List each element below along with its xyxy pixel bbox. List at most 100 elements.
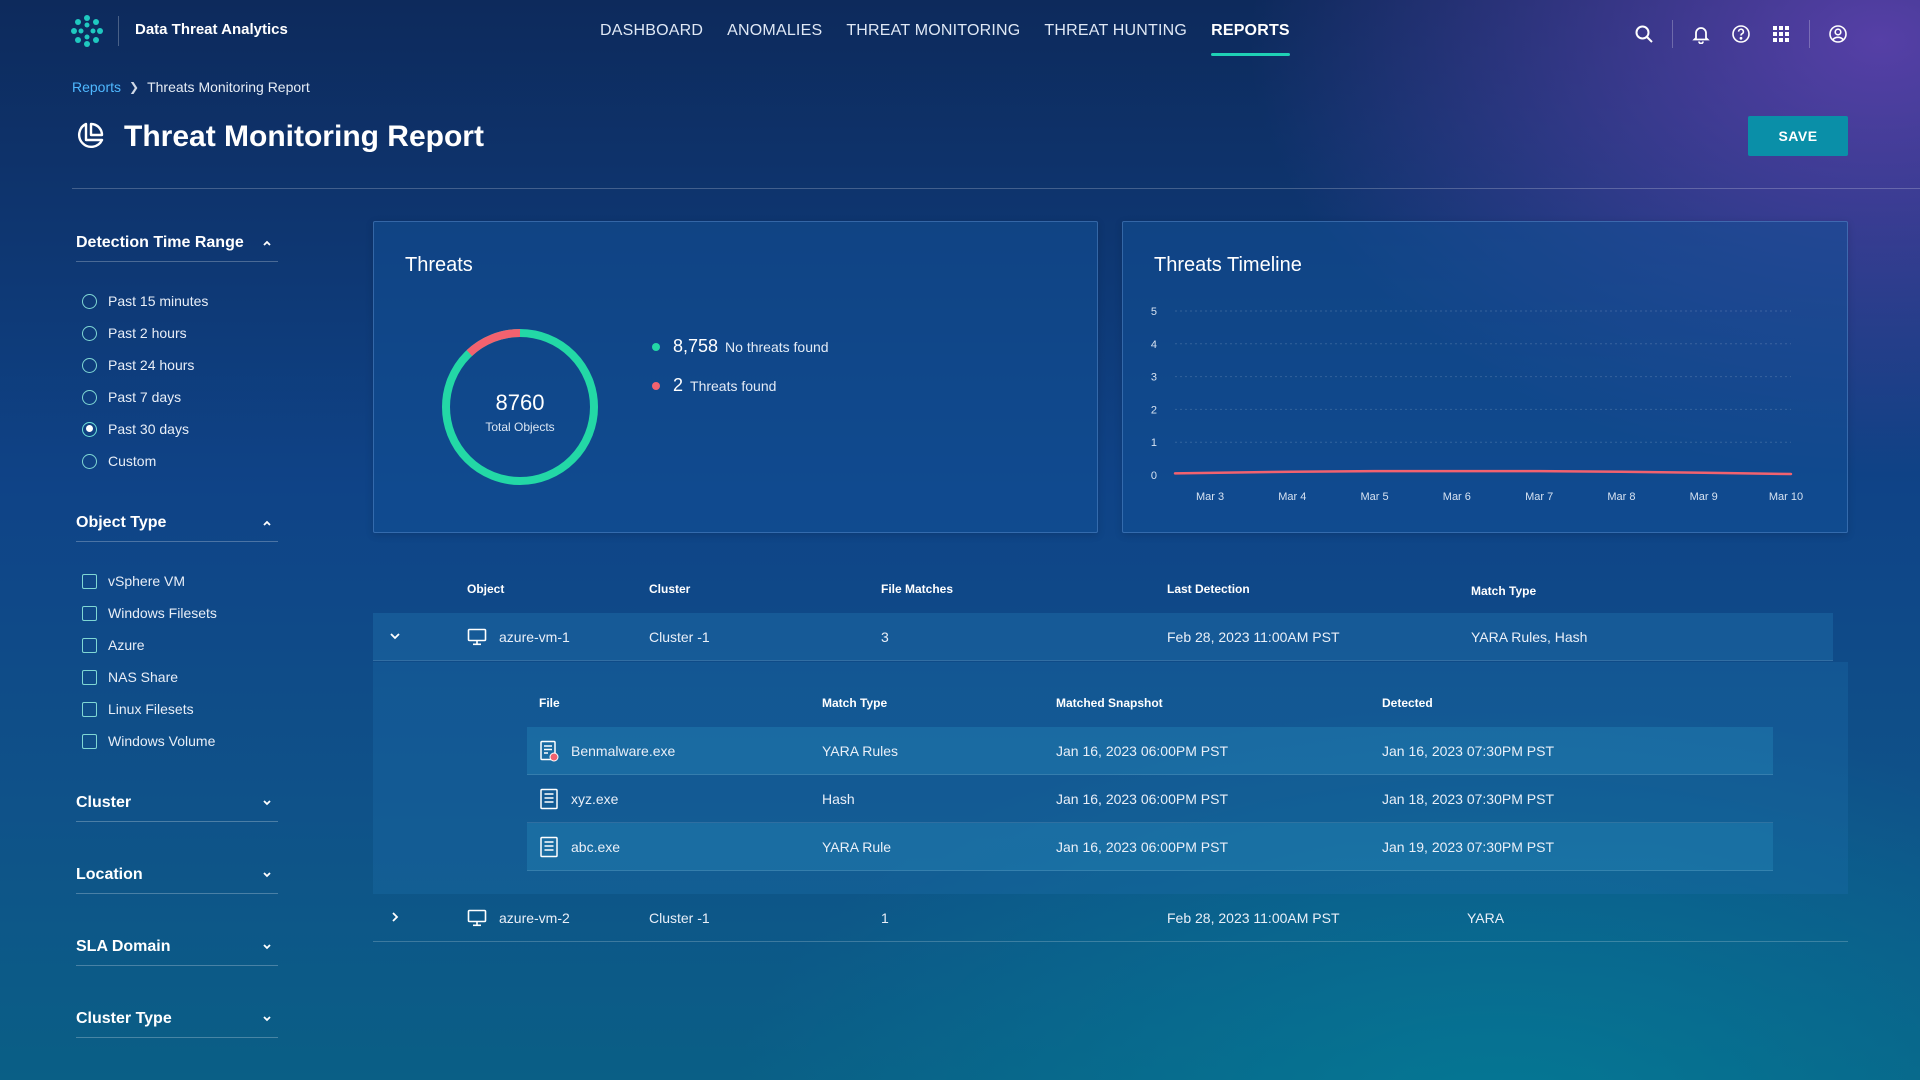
filter-label: Cluster Type bbox=[76, 1010, 172, 1027]
radio-button[interactable] bbox=[82, 389, 97, 405]
cell-object: azure-vm-1 bbox=[499, 629, 570, 645]
x-tick-label: Mar 8 bbox=[1607, 491, 1635, 503]
nav-anomalies[interactable]: ANOMALIES bbox=[727, 22, 823, 39]
checkbox-windows-filesets[interactable]: Windows Filesets bbox=[82, 603, 217, 623]
file-row[interactable]: Benmalware.exe YARA Rules Jan 16, 2023 0… bbox=[527, 727, 1773, 775]
table-row[interactable]: azure-vm-1 Cluster -1 3 Feb 28, 2023 11:… bbox=[373, 613, 1833, 661]
cell-last-detection: Feb 28, 2023 11:00AM PST bbox=[1167, 629, 1340, 645]
checkbox[interactable] bbox=[82, 573, 97, 589]
radio-past-2-hours[interactable]: Past 2 hours bbox=[82, 323, 187, 343]
monitor-icon bbox=[467, 909, 487, 927]
col-header-file-matches[interactable]: File Matches bbox=[881, 582, 954, 596]
checkbox-windows-volume[interactable]: Windows Volume bbox=[82, 731, 215, 751]
search-icon[interactable] bbox=[1632, 22, 1656, 46]
y-tick-label: 2 bbox=[1151, 404, 1157, 416]
help-icon[interactable] bbox=[1729, 22, 1753, 46]
checkbox-vsphere-vm[interactable]: vSphere VM bbox=[82, 571, 185, 591]
radio-label: Past 2 hours bbox=[108, 325, 187, 341]
nav-dashboard[interactable]: DASHBOARD bbox=[600, 22, 704, 39]
col-header-object[interactable]: Object bbox=[467, 582, 505, 596]
radio-past-30-days[interactable]: Past 30 days bbox=[82, 419, 189, 439]
icon-divider bbox=[1809, 20, 1810, 48]
radio-custom[interactable]: Custom bbox=[82, 451, 156, 471]
chevron-right-icon[interactable] bbox=[387, 909, 403, 925]
filter-cluster-type[interactable]: Cluster Type bbox=[76, 1004, 278, 1038]
nav-reports[interactable]: REPORTS bbox=[1211, 22, 1290, 56]
save-button[interactable]: SAVE bbox=[1748, 116, 1848, 156]
cell-file-matches: 3 bbox=[881, 629, 889, 645]
legend-label: Threats found bbox=[690, 377, 777, 394]
chevron-down-icon bbox=[263, 944, 271, 950]
radio-past-7-days[interactable]: Past 7 days bbox=[82, 387, 181, 407]
chevron-up-icon bbox=[263, 520, 271, 526]
checkbox[interactable] bbox=[82, 669, 97, 685]
checkbox-azure[interactable]: Azure bbox=[82, 635, 145, 655]
filter-cluster[interactable]: Cluster bbox=[76, 788, 278, 822]
cell-file: Benmalware.exe bbox=[571, 743, 676, 759]
monitor-icon bbox=[467, 628, 487, 646]
logo-divider bbox=[118, 16, 119, 46]
file-row[interactable]: abc.exe YARA Rule Jan 16, 2023 06:00PM P… bbox=[527, 823, 1773, 871]
legend-value: 8,758 bbox=[673, 336, 719, 356]
radio-button[interactable] bbox=[82, 357, 97, 373]
cell-snapshot: Jan 16, 2023 06:00PM PST bbox=[1056, 839, 1228, 855]
radio-button-selected[interactable] bbox=[82, 421, 97, 437]
cell-file: xyz.exe bbox=[571, 791, 619, 807]
col-header-match-type[interactable]: Match Type bbox=[1471, 584, 1537, 598]
sub-header-matched-snapshot: Matched Snapshot bbox=[1056, 696, 1163, 710]
checkbox[interactable] bbox=[82, 733, 97, 749]
cell-match-type: Hash bbox=[822, 791, 855, 807]
filter-object-type[interactable]: Object Type bbox=[76, 508, 278, 542]
checkbox[interactable] bbox=[82, 605, 97, 621]
file-icon bbox=[540, 788, 558, 810]
radio-label: Past 24 hours bbox=[108, 357, 195, 373]
cell-cluster: Cluster -1 bbox=[649, 910, 710, 926]
x-tick-label: Mar 5 bbox=[1361, 491, 1389, 503]
total-objects-label: Total Objects bbox=[485, 420, 555, 434]
radio-label: Past 7 days bbox=[108, 389, 182, 405]
sub-header-match-type: Match Type bbox=[822, 696, 888, 710]
app-logo-icon[interactable] bbox=[70, 14, 104, 48]
y-tick-label: 0 bbox=[1151, 470, 1157, 482]
chevron-down-icon bbox=[263, 872, 271, 878]
checkbox-linux-filesets[interactable]: Linux Filesets bbox=[82, 699, 194, 719]
user-account-icon[interactable] bbox=[1826, 22, 1850, 46]
filter-location[interactable]: Location bbox=[76, 860, 278, 894]
chevron-down-icon[interactable] bbox=[387, 628, 403, 644]
nav-threat-hunting[interactable]: THREAT HUNTING bbox=[1044, 22, 1188, 39]
filter-sla-domain[interactable]: SLA Domain bbox=[76, 932, 278, 966]
breadcrumb-current: Threats Monitoring Report bbox=[147, 79, 310, 95]
nav-threat-monitoring[interactable]: THREAT MONITORING bbox=[846, 22, 1021, 39]
x-tick-label: Mar 7 bbox=[1525, 491, 1553, 503]
table-row[interactable]: azure-vm-2 Cluster -1 1 Feb 28, 2023 11:… bbox=[373, 894, 1848, 942]
col-header-cluster[interactable]: Cluster bbox=[649, 582, 691, 596]
x-tick-label: Mar 4 bbox=[1278, 491, 1306, 503]
file-row[interactable]: xyz.exe Hash Jan 16, 2023 06:00PM PST Ja… bbox=[527, 775, 1773, 823]
checkbox-label: Windows Filesets bbox=[108, 605, 217, 621]
breadcrumb: Reports ❯ Threats Monitoring Report bbox=[72, 79, 310, 95]
checkbox[interactable] bbox=[82, 637, 97, 653]
apps-grid-icon[interactable] bbox=[1769, 22, 1793, 46]
checkbox-label: NAS Share bbox=[108, 669, 179, 685]
breadcrumb-reports-link[interactable]: Reports bbox=[72, 79, 122, 95]
filter-detection-time-range[interactable]: Detection Time Range bbox=[76, 228, 278, 262]
radio-past-15-minutes[interactable]: Past 15 minutes bbox=[82, 291, 208, 311]
total-objects-value: 8760 bbox=[495, 390, 545, 415]
checkbox-nas-share[interactable]: NAS Share bbox=[82, 667, 178, 687]
main-nav: DASHBOARD ANOMALIES THREAT MONITORING TH… bbox=[600, 22, 1314, 56]
legend-no-threats: 8,758 No threats found bbox=[652, 336, 829, 357]
sub-header-detected: Detected bbox=[1382, 696, 1433, 710]
threats-timeline-chart: 0 1 2 3 4 5 Mar 3 Mar 4 Mar 5 Mar 6 Mar 7 Mar 8 Mar … bbox=[1151, 306, 1803, 503]
filter-label: SLA Domain bbox=[76, 938, 171, 955]
chevron-down-icon bbox=[263, 800, 271, 806]
radio-past-24-hours[interactable]: Past 24 hours bbox=[82, 355, 194, 375]
cell-match-type: YARA Rules, Hash bbox=[1471, 629, 1588, 645]
radio-button[interactable] bbox=[82, 325, 97, 341]
checkbox[interactable] bbox=[82, 701, 97, 717]
radio-button[interactable] bbox=[82, 293, 97, 309]
file-icon bbox=[540, 836, 558, 858]
radio-button[interactable] bbox=[82, 453, 97, 469]
bell-icon[interactable] bbox=[1689, 22, 1713, 46]
expanded-detail-panel bbox=[373, 662, 1848, 894]
col-header-last-detection[interactable]: Last Detection bbox=[1167, 582, 1250, 596]
